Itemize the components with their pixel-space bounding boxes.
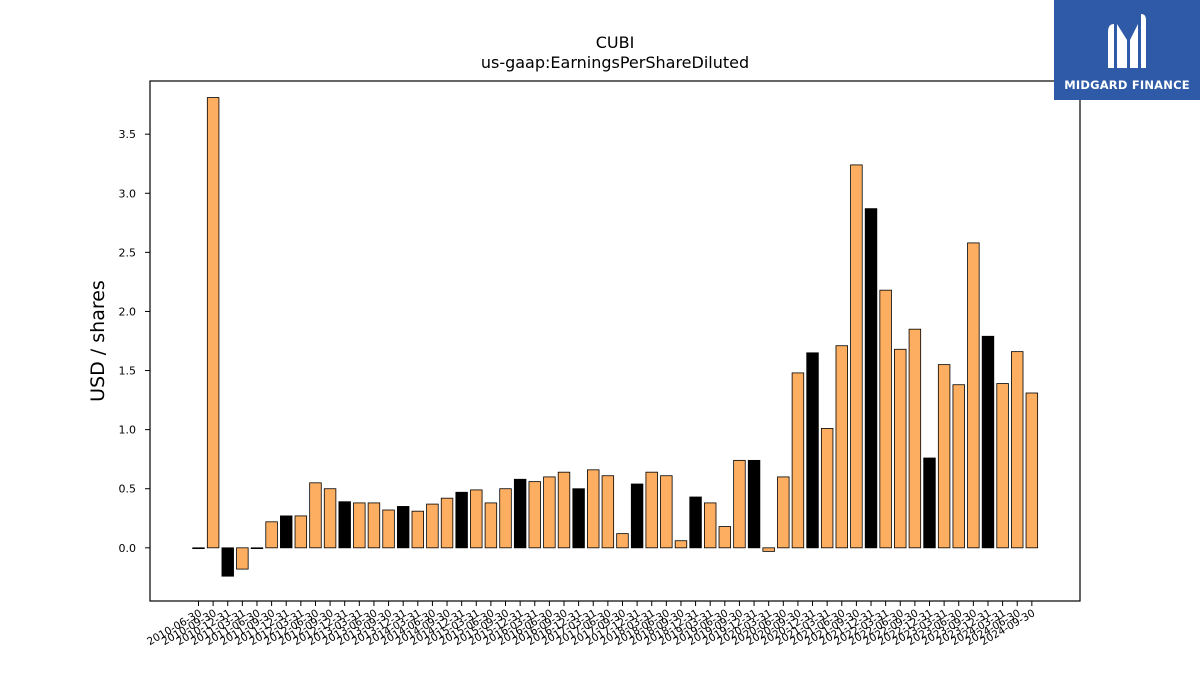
- bar-2015-12-31: [513, 478, 527, 549]
- bar-2015-09-30: [499, 488, 512, 549]
- bar-2010-09-30: [206, 97, 220, 549]
- bar-2011-09-30: [265, 521, 278, 549]
- y-tick-label: 0.5: [119, 483, 137, 496]
- x-axis-ticks: 2010-06-302010-09-302010-12-312011-03-31…: [145, 601, 1037, 648]
- y-tick-label: 1.5: [119, 365, 137, 378]
- bar-2012-12-31: [338, 501, 351, 549]
- midgard-finance-logo: MIDGARD FINANCE: [1054, 0, 1200, 100]
- bar-2019-09-30: [733, 459, 746, 549]
- bar-2020-03-31: [762, 547, 775, 552]
- bar-2012-03-31: [294, 515, 308, 549]
- bar-2023-06-30: [952, 384, 965, 549]
- bar-2012-09-30: [323, 488, 337, 549]
- bar-2021-09-30: [850, 164, 863, 549]
- bar-2016-12-31: [572, 488, 585, 549]
- bar-2017-06-30: [601, 475, 615, 549]
- bars-group: [192, 97, 1039, 577]
- bar-2014-12-31: [455, 491, 468, 549]
- bar-2014-06-30: [426, 503, 439, 549]
- bar-2023-09-30: [967, 242, 980, 549]
- bar-2011-06-30: [250, 547, 264, 550]
- bar-2013-03-31: [353, 502, 366, 549]
- bar-2022-03-31: [879, 289, 892, 549]
- bar-2023-03-31: [937, 364, 951, 549]
- bar-2014-09-30: [440, 497, 454, 549]
- midgard-m-logo-icon: [1105, 10, 1149, 74]
- y-axis-ticks: 0.0 0.5 1.0 1.5 2.0 2.5 3.0 3.5: [119, 128, 150, 555]
- bar-2021-03-31: [820, 428, 834, 549]
- bar-2018-03-31: [645, 471, 658, 549]
- bar-2016-06-30: [543, 476, 556, 549]
- y-axis-label: USD / shares: [87, 280, 109, 402]
- bar-2017-03-31: [587, 469, 600, 549]
- bar-2018-06-30: [660, 475, 673, 549]
- bar-2022-06-30: [894, 348, 907, 549]
- bar-2022-12-31: [923, 457, 936, 549]
- y-tick-label: 2.0: [119, 305, 137, 318]
- bar-2015-06-30: [484, 502, 498, 549]
- bar-2024-09-30: [1025, 392, 1039, 549]
- bar-2015-03-31: [470, 489, 483, 549]
- y-tick-label: 3.5: [119, 128, 137, 141]
- bar-2013-09-30: [382, 509, 395, 549]
- logo-text: MIDGARD FINANCE: [1064, 78, 1190, 92]
- bar-2021-06-30: [835, 345, 848, 549]
- bar-2020-12-31: [806, 352, 819, 549]
- bar-2020-09-30: [791, 372, 805, 549]
- y-tick-label: 3.0: [119, 187, 137, 200]
- bar-2024-06-30: [1011, 351, 1024, 549]
- bar-2017-12-31: [630, 483, 644, 549]
- bar-2010-12-31: [221, 547, 234, 577]
- bar-2013-12-31: [396, 506, 410, 549]
- bar-2011-12-31: [280, 515, 293, 549]
- bar-2019-12-31: [747, 459, 761, 549]
- bar-2013-06-30: [367, 502, 381, 549]
- bar-2018-09-30: [674, 540, 688, 549]
- bar-2016-03-31: [528, 481, 541, 549]
- bar-2024-03-31: [996, 383, 1009, 549]
- bar-2014-03-31: [411, 510, 425, 549]
- bar-2023-12-31: [981, 335, 995, 549]
- bar-2010-06-30: [192, 547, 205, 550]
- bar-2021-12-31: [864, 208, 878, 549]
- bar-2017-09-30: [616, 533, 629, 549]
- chart-subtitle: us-gaap:EarningsPerShareDiluted: [481, 53, 749, 72]
- y-tick-label: 1.0: [119, 424, 137, 437]
- bar-2022-09-30: [908, 328, 922, 549]
- chart-title: CUBI: [596, 33, 635, 52]
- y-tick-label: 0.0: [119, 542, 137, 555]
- bar-2020-06-30: [777, 476, 790, 549]
- bar-2012-06-30: [309, 482, 322, 549]
- bar-2019-06-30: [718, 526, 732, 549]
- bar-2019-03-31: [704, 502, 717, 549]
- bar-2011-03-31: [236, 547, 249, 570]
- plot-frame: [149, 80, 1081, 602]
- y-tick-label: 2.5: [119, 246, 137, 259]
- bar-2016-09-30: [557, 471, 571, 549]
- bar-2018-12-31: [689, 496, 702, 549]
